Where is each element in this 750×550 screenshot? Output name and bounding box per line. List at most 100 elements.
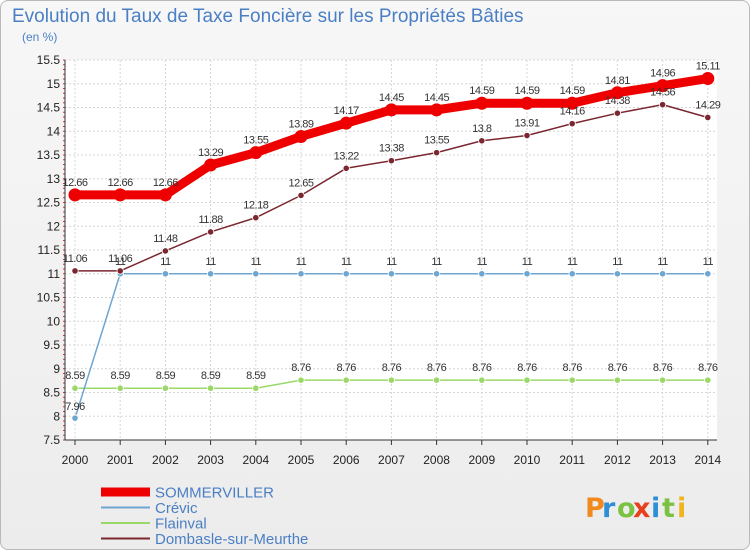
data-label: 12.66 [153,177,178,189]
x-tick-label: 2013 [649,453,676,467]
logo-letter: t [662,493,675,524]
data-point [610,86,624,100]
y-tick-label: 11 [48,267,61,281]
data-label: 8.59 [201,370,221,382]
series-layer [68,72,715,422]
data-point [252,214,260,222]
data-point [478,137,486,145]
x-tick-label: 2010 [514,453,541,467]
data-label: 8.76 [517,362,537,374]
data-point [161,384,169,392]
data-point [252,270,260,278]
labels-flainval: 8.59 8.59 8.59 8.59 8.59 8.76 8.76 8.76 8.76 8.76… [65,362,718,382]
data-label: 8.76 [382,362,402,374]
chart-title: Evolution du Taux de Taxe Foncière sur l… [12,6,524,27]
data-label: 11 [703,256,714,268]
data-label: 8.59 [156,370,176,382]
data-point [207,270,215,278]
data-point [339,116,353,130]
y-tick-label: 15 [47,77,61,91]
data-label: 12.18 [243,200,268,212]
labels-cr-vic: 7.96 11 11 11 11 11 11 11 11 11 11 11 11 11 11 [65,256,714,413]
data-label: 14.59 [560,85,585,97]
data-point [523,376,531,384]
logo-letter: o [617,493,636,524]
data-label: 8.76 [336,362,356,374]
legend: SOMMERVILLERCrévicFlainvalDombasle-sur-M… [101,485,308,548]
data-point [478,376,486,384]
data-label: 8.59 [65,370,85,382]
data-label: 12.65 [288,177,313,189]
y-tick-label: 13.5 [37,148,61,162]
data-point [475,96,489,110]
y-tick-label: 12 [47,219,61,233]
data-label: 11 [205,256,216,268]
x-tick-label: 2003 [197,453,224,467]
data-label: 12.66 [108,177,133,189]
data-label: 14.17 [334,105,359,117]
x-tick-label: 2014 [694,453,721,467]
data-label: 13.29 [198,147,223,159]
data-label: 8.59 [246,370,266,382]
data-point [294,129,308,143]
data-label: 13.22 [334,150,359,162]
data-point [523,270,531,278]
data-label: 14.45 [424,92,449,104]
data-label: 11.88 [198,214,223,226]
data-point [432,376,441,384]
x-tick-label: 2008 [423,453,450,467]
legend-label: Crévic [155,500,198,517]
data-label: 14.96 [650,68,675,80]
y-tick-label: 10 [47,314,61,328]
data-label: 11 [657,256,668,268]
series-sommerviller [68,72,715,202]
data-label: 8.76 [427,362,447,374]
x-tick-label: 2001 [107,453,134,467]
logo-letter: i [677,493,686,524]
y-tick-label: 9 [53,362,60,376]
data-point [249,146,263,160]
y-tick-label: 12.5 [37,196,61,210]
data-label: 11 [386,256,397,268]
data-point [613,109,622,117]
data-point [701,72,715,86]
data-point [658,101,667,109]
y-tick-label: 14 [47,124,61,138]
data-point [342,270,350,278]
data-label: 11 [251,256,262,268]
data-point [520,96,534,110]
y-tick-label: 8.5 [43,386,60,400]
data-label: 11.06 [63,253,88,265]
data-label: 13.8 [472,123,492,135]
data-point [207,384,215,392]
x-tick-label: 2012 [604,453,631,467]
data-point [161,270,169,278]
data-point [71,414,79,422]
data-point [565,96,579,110]
data-label: 13.55 [243,135,268,147]
data-label: 11.48 [153,233,178,245]
data-label: 11 [296,256,307,268]
axis-layer: 7.588.599.51010.51111.51212.51313.51414.… [37,53,722,467]
logo-letter: x [633,493,650,524]
data-point [704,376,712,384]
data-point [430,103,444,117]
y-tick-label: 7.5 [43,433,60,447]
series-flainval [71,376,712,392]
data-point [297,376,305,384]
data-label: 8.76 [608,362,628,374]
data-label: 11 [341,256,352,268]
data-point [297,191,305,199]
series-dombasle-sur-meurthe [71,101,712,275]
labels-sommerviller: 12.66 12.66 12.66 13.29 13.55 13.89 14.17 14.45… [62,61,720,189]
data-point [568,120,576,128]
legend-label: SOMMERVILLER [155,485,274,502]
data-point [113,188,127,202]
data-point [342,164,350,172]
data-label: 14.59 [469,85,494,97]
y-tick-label: 11.5 [38,243,61,257]
x-tick-label: 2009 [468,453,495,467]
data-label: 15.11 [696,61,721,73]
data-point [116,267,124,275]
data-point [568,376,576,384]
